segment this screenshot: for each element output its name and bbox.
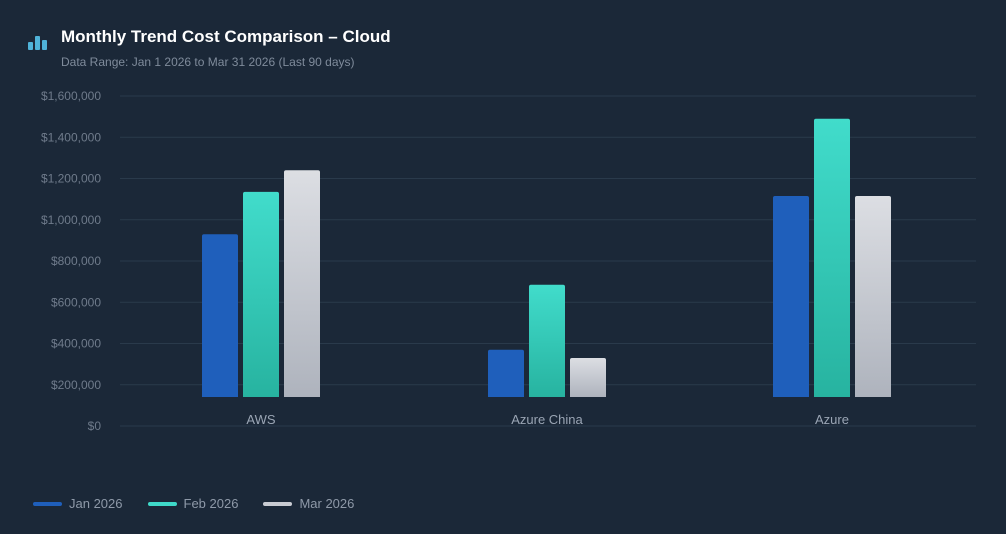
legend-label: Jan 2026	[69, 496, 123, 511]
y-tick-label: $1,000,000	[41, 213, 101, 227]
bar-azure-china-jan-2026[interactable]	[488, 349, 524, 397]
chart-title: Monthly Trend Cost Comparison – Cloud	[61, 27, 391, 46]
legend-swatch	[33, 501, 62, 506]
bars	[202, 118, 891, 397]
legend-label: Feb 2026	[183, 496, 239, 511]
legend: Jan 2026 Feb 2026 Mar 2026	[33, 496, 354, 511]
y-tick-label: $1,600,000	[41, 89, 101, 103]
legend-item[interactable]: Jan 2026	[33, 496, 123, 511]
y-axis-ticks: $0 $200,000 $400,000 $600,000 $800,000 $1,000…	[41, 89, 101, 433]
y-tick-label: $0	[88, 419, 102, 433]
y-tick-label: $1,400,000	[41, 130, 101, 144]
y-tick-label: $400,000	[51, 337, 101, 351]
y-tick-label: $600,000	[51, 295, 101, 309]
y-tick-label: $800,000	[51, 254, 101, 268]
bar-azure-china-mar-2026[interactable]	[570, 357, 606, 397]
y-tick-label: $1,200,000	[41, 172, 101, 186]
legend-swatch	[147, 501, 177, 506]
x-axis-labels: AWS Azure China Azure	[246, 412, 849, 427]
legend-item[interactable]: Mar 2026	[263, 496, 354, 511]
bar-aws-jan-2026[interactable]	[202, 234, 238, 397]
bar-azure-mar-2026[interactable]	[855, 196, 891, 397]
legend-label: Mar 2026	[299, 496, 355, 511]
x-category-label: Azure	[815, 412, 849, 427]
bar-chart-icon	[28, 36, 47, 50]
bar-azure-feb-2026[interactable]	[814, 118, 850, 397]
bar-aws-mar-2026[interactable]	[284, 170, 320, 397]
bar-azure-china-feb-2026[interactable]	[529, 284, 565, 397]
legend-item[interactable]: Feb 2026	[147, 496, 239, 511]
y-tick-label: $200,000	[51, 378, 101, 392]
x-category-label: AWS	[246, 412, 275, 427]
bar-aws-feb-2026[interactable]	[243, 191, 279, 397]
bar-azure-jan-2026[interactable]	[773, 196, 809, 397]
chart-subtitle: Data Range: Jan 1 2026 to Mar 31 2026 (L…	[61, 55, 355, 69]
x-category-label: Azure China	[511, 412, 583, 427]
legend-swatch	[263, 501, 293, 506]
